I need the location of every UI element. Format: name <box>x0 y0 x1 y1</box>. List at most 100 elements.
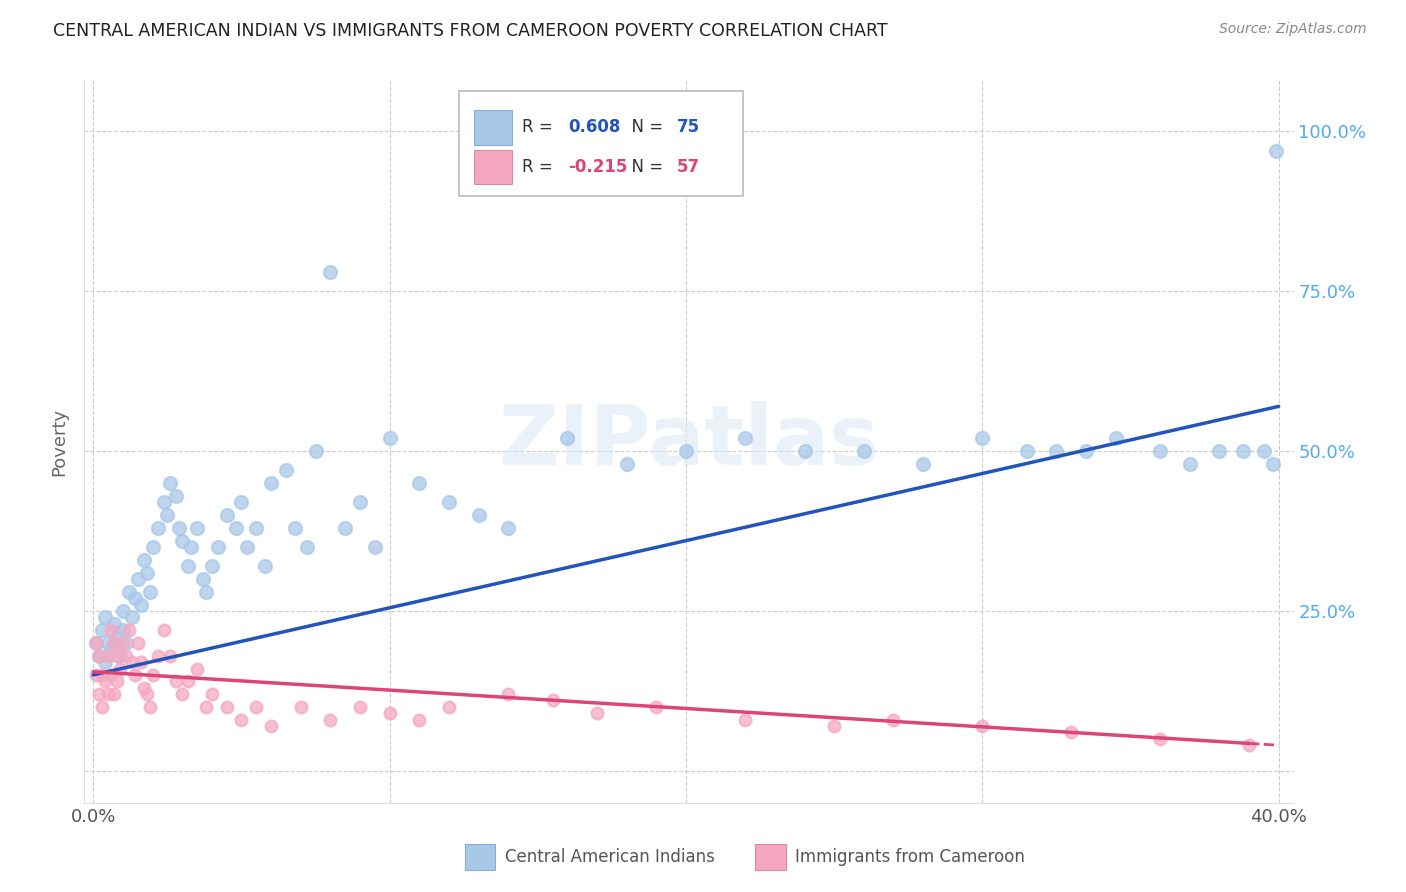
Point <box>823 719 845 733</box>
Point <box>260 719 283 733</box>
Point <box>496 687 519 701</box>
Point <box>177 674 200 689</box>
Point <box>84 668 107 682</box>
Point <box>138 699 160 714</box>
Point <box>97 636 120 650</box>
Text: CENTRAL AMERICAN INDIAN VS IMMIGRANTS FROM CAMEROON POVERTY CORRELATION CHART: CENTRAL AMERICAN INDIAN VS IMMIGRANTS FR… <box>53 22 889 40</box>
Point <box>1060 725 1083 739</box>
Point <box>91 699 114 714</box>
Point <box>236 540 259 554</box>
Point <box>467 508 489 522</box>
Point <box>124 668 146 682</box>
Point <box>319 713 342 727</box>
Point <box>153 623 176 637</box>
Point <box>124 591 146 606</box>
Point <box>108 648 131 663</box>
Y-axis label: Poverty: Poverty <box>51 408 69 475</box>
Point <box>215 699 238 714</box>
Point <box>127 572 149 586</box>
Point <box>1015 444 1038 458</box>
Point <box>1232 444 1254 458</box>
Point <box>91 668 114 682</box>
Point <box>319 265 342 279</box>
Point <box>186 521 208 535</box>
Point <box>159 476 181 491</box>
Point <box>616 457 638 471</box>
Point <box>89 687 111 701</box>
Point <box>103 687 125 701</box>
Point <box>141 668 163 682</box>
Point <box>1074 444 1097 458</box>
Point <box>118 623 141 637</box>
Point <box>1237 738 1260 752</box>
Point <box>349 699 371 714</box>
Point <box>118 584 141 599</box>
Point <box>121 655 143 669</box>
Point <box>437 495 460 509</box>
Point <box>364 540 387 554</box>
Point <box>105 648 128 663</box>
Point <box>972 719 994 733</box>
Text: 57: 57 <box>676 158 700 176</box>
Point <box>103 616 125 631</box>
Text: Immigrants from Cameroon: Immigrants from Cameroon <box>796 848 1025 866</box>
Point <box>153 495 176 509</box>
Text: Source: ZipAtlas.com: Source: ZipAtlas.com <box>1219 22 1367 37</box>
Point <box>1105 431 1128 445</box>
Point <box>135 687 157 701</box>
Text: R =: R = <box>522 158 558 176</box>
Point <box>1253 444 1275 458</box>
Point <box>349 495 371 509</box>
Point <box>852 444 875 458</box>
Point <box>132 681 155 695</box>
Point <box>378 706 401 721</box>
Point <box>191 572 214 586</box>
Point <box>94 674 117 689</box>
Point <box>97 687 120 701</box>
Point <box>111 604 134 618</box>
Point <box>121 610 143 624</box>
Text: R =: R = <box>522 119 558 136</box>
Point <box>912 457 935 471</box>
Point <box>111 623 134 637</box>
Point <box>156 508 179 522</box>
Point <box>1208 444 1230 458</box>
Point <box>135 566 157 580</box>
Text: 0.608: 0.608 <box>568 119 620 136</box>
Point <box>84 636 107 650</box>
Point <box>201 559 224 574</box>
Point <box>1178 457 1201 471</box>
Point <box>1264 144 1286 158</box>
Text: N =: N = <box>621 158 669 176</box>
Point <box>94 655 117 669</box>
Text: Central American Indians: Central American Indians <box>505 848 716 866</box>
Point <box>172 687 194 701</box>
Point <box>1149 444 1171 458</box>
Point <box>333 521 356 535</box>
Point <box>972 431 994 445</box>
Point <box>177 559 200 574</box>
Text: 75: 75 <box>676 119 700 136</box>
Point <box>496 521 519 535</box>
Point <box>100 642 122 657</box>
Point <box>675 444 697 458</box>
Point <box>231 495 253 509</box>
Point <box>541 693 564 707</box>
Point <box>148 648 170 663</box>
Point <box>645 699 668 714</box>
Point <box>165 489 187 503</box>
Point <box>437 699 460 714</box>
Point <box>274 463 297 477</box>
FancyBboxPatch shape <box>460 91 744 196</box>
Point <box>304 444 326 458</box>
Point <box>115 648 138 663</box>
Point <box>100 668 122 682</box>
FancyBboxPatch shape <box>465 845 495 870</box>
Point <box>108 661 131 675</box>
Point <box>89 648 111 663</box>
Point <box>290 699 312 714</box>
Point <box>148 521 170 535</box>
Point <box>207 540 229 554</box>
FancyBboxPatch shape <box>474 150 512 185</box>
Point <box>91 623 114 637</box>
